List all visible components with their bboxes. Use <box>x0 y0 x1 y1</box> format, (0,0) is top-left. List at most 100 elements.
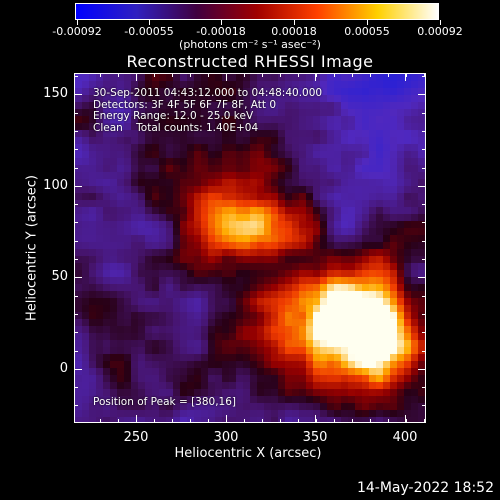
heatmap-cell <box>341 326 349 334</box>
heatmap-cell <box>362 214 370 222</box>
heatmap-cell <box>278 151 286 159</box>
heatmap-cell <box>292 347 300 355</box>
heatmap-cell <box>103 158 111 166</box>
heatmap-cell <box>348 151 356 159</box>
heatmap-cell <box>306 193 314 201</box>
heatmap-cell <box>306 207 314 215</box>
heatmap-cell <box>96 102 104 110</box>
heatmap-cell <box>376 158 384 166</box>
heatmap-cell <box>96 284 104 292</box>
heatmap-cell <box>320 88 328 96</box>
heatmap-cell <box>390 319 398 327</box>
heatmap-cell <box>418 270 425 278</box>
axis-tick <box>422 314 426 315</box>
heatmap-cell <box>355 277 363 285</box>
heatmap-cell <box>145 410 153 418</box>
heatmap-cell <box>362 417 370 422</box>
heatmap-cell <box>327 382 335 390</box>
heatmap-cell <box>159 396 167 404</box>
heatmap-cell <box>180 284 188 292</box>
heatmap-cell <box>348 340 356 348</box>
axis-tick <box>74 168 78 169</box>
heatmap-cell <box>327 158 335 166</box>
heatmap-cell <box>131 228 139 236</box>
heatmap-cell <box>110 319 118 327</box>
heatmap-cell <box>355 228 363 236</box>
heatmap-cell <box>173 319 181 327</box>
heatmap-cell <box>313 277 321 285</box>
heatmap-cell <box>306 109 314 117</box>
heatmap-cell <box>257 347 265 355</box>
heatmap-cell <box>327 256 335 264</box>
heatmap-cell <box>194 361 202 369</box>
heatmap-cell <box>208 207 216 215</box>
heatmap-cell <box>285 291 293 299</box>
heatmap-cell <box>103 270 111 278</box>
heatmap-cell <box>278 137 286 145</box>
heatmap-cell <box>187 130 195 138</box>
heatmap-cell <box>201 312 209 320</box>
heatmap-cell <box>334 270 342 278</box>
heatmap-cell <box>355 109 363 117</box>
axis-tick <box>74 204 78 205</box>
info-line: 30-Sep-2011 04:43:12.000 to 04:48:40.000 <box>93 87 323 99</box>
heatmap-cell <box>215 235 223 243</box>
heatmap-cell <box>257 375 265 383</box>
heatmap-cell <box>215 207 223 215</box>
heatmap-cell <box>264 319 272 327</box>
heatmap-cell <box>320 326 328 334</box>
heatmap-cell <box>271 144 279 152</box>
heatmap-cell <box>194 144 202 152</box>
heatmap-cell <box>208 200 216 208</box>
heatmap-cell <box>348 81 356 89</box>
heatmap-cell <box>96 235 104 243</box>
heatmap-cell <box>376 389 384 397</box>
heatmap-cell <box>327 361 335 369</box>
heatmap-cell <box>348 319 356 327</box>
heatmap-cell <box>208 319 216 327</box>
heatmap-cell <box>341 256 349 264</box>
heatmap-cell <box>145 116 153 124</box>
heatmap-cell <box>229 417 237 422</box>
heatmap-cell <box>82 368 90 376</box>
heatmap-cell <box>110 207 118 215</box>
heatmap-cell <box>159 179 167 187</box>
heatmap-cell <box>278 256 286 264</box>
heatmap-cell <box>257 102 265 110</box>
heatmap-cell <box>208 333 216 341</box>
heatmap-cell <box>117 95 125 103</box>
heatmap-cell <box>187 214 195 222</box>
heatmap-cell <box>271 130 279 138</box>
heatmap-cell <box>103 410 111 418</box>
heatmap-cell <box>166 382 174 390</box>
heatmap-cell <box>341 116 349 124</box>
heatmap-cell <box>292 116 300 124</box>
heatmap-cell <box>152 221 160 229</box>
heatmap-cell <box>320 221 328 229</box>
heatmap-cell <box>313 284 321 292</box>
heatmap-cell <box>355 354 363 362</box>
heatmap-cell <box>215 116 223 124</box>
heatmap-cell <box>313 291 321 299</box>
heatmap-cell <box>334 123 342 131</box>
y-axis-label: Heliocentric Y (arcsec) <box>24 175 40 321</box>
heatmap-cell <box>327 291 335 299</box>
heatmap-cell <box>201 270 209 278</box>
heatmap-cell <box>341 389 349 397</box>
heatmap-cell <box>299 298 307 306</box>
heatmap-cell <box>334 340 342 348</box>
heatmap-cell <box>348 221 356 229</box>
heatmap-cell <box>152 270 160 278</box>
heatmap-cell <box>96 333 104 341</box>
heatmap-cell <box>166 361 174 369</box>
heatmap-cell <box>180 291 188 299</box>
heatmap-cell <box>159 158 167 166</box>
heatmap-cell <box>418 354 425 362</box>
heatmap-cell <box>201 340 209 348</box>
heatmap-cell <box>334 347 342 355</box>
heatmap-cell <box>82 179 90 187</box>
heatmap-cell <box>124 277 132 285</box>
heatmap-cell <box>383 256 391 264</box>
heatmap-cell <box>215 298 223 306</box>
heatmap-cell <box>194 284 202 292</box>
